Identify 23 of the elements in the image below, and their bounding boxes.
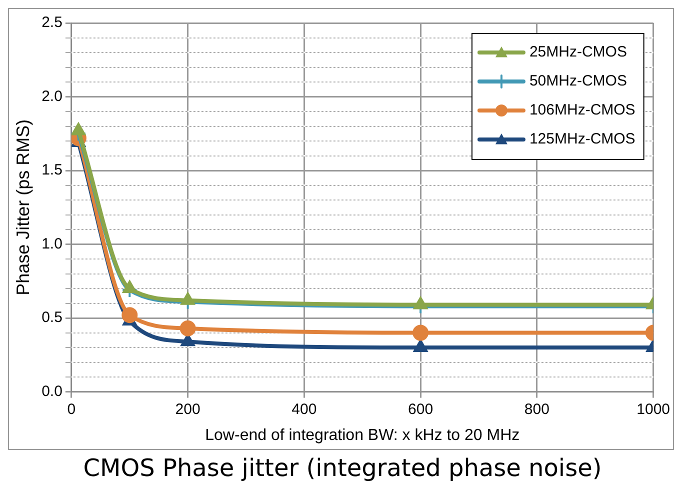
- y-tick-label: 2.5: [42, 14, 62, 32]
- point: [180, 320, 196, 336]
- y-tick-label: 0.5: [42, 309, 62, 326]
- text: CMOS Phase jitter (integrated phase noise): [82, 454, 603, 482]
- y-tick-label: 0.0: [42, 382, 62, 400]
- legend-label: 50MHz-CMOS: [529, 72, 627, 90]
- legend-label: 106MHz-CMOS: [529, 102, 636, 119]
- y-axis-title: Phase Jitter (ps RMS): [12, 119, 33, 296]
- x-tick-label: 400: [292, 400, 317, 418]
- x-tick-label: 0: [67, 400, 76, 418]
- point: [122, 307, 138, 324]
- y-tick-label: 1.5: [42, 162, 62, 179]
- y-tick-label: 1.0: [42, 235, 62, 252]
- y-tick-label: 2.0: [42, 88, 62, 105]
- x-axis-title: Low-end of integration BW: x kHz to 20 MHz: [205, 426, 520, 444]
- x-tick-label: 1000: [636, 400, 670, 418]
- point: [122, 280, 137, 294]
- x-tick-label: 200: [175, 400, 200, 418]
- point: [180, 292, 195, 305]
- x-tick-label: 800: [524, 400, 550, 418]
- legend-label: 125MHz-CMOS: [529, 130, 636, 148]
- x-tick-label: 600: [408, 400, 434, 418]
- legend-label: 25MHz-CMOS: [529, 44, 627, 61]
